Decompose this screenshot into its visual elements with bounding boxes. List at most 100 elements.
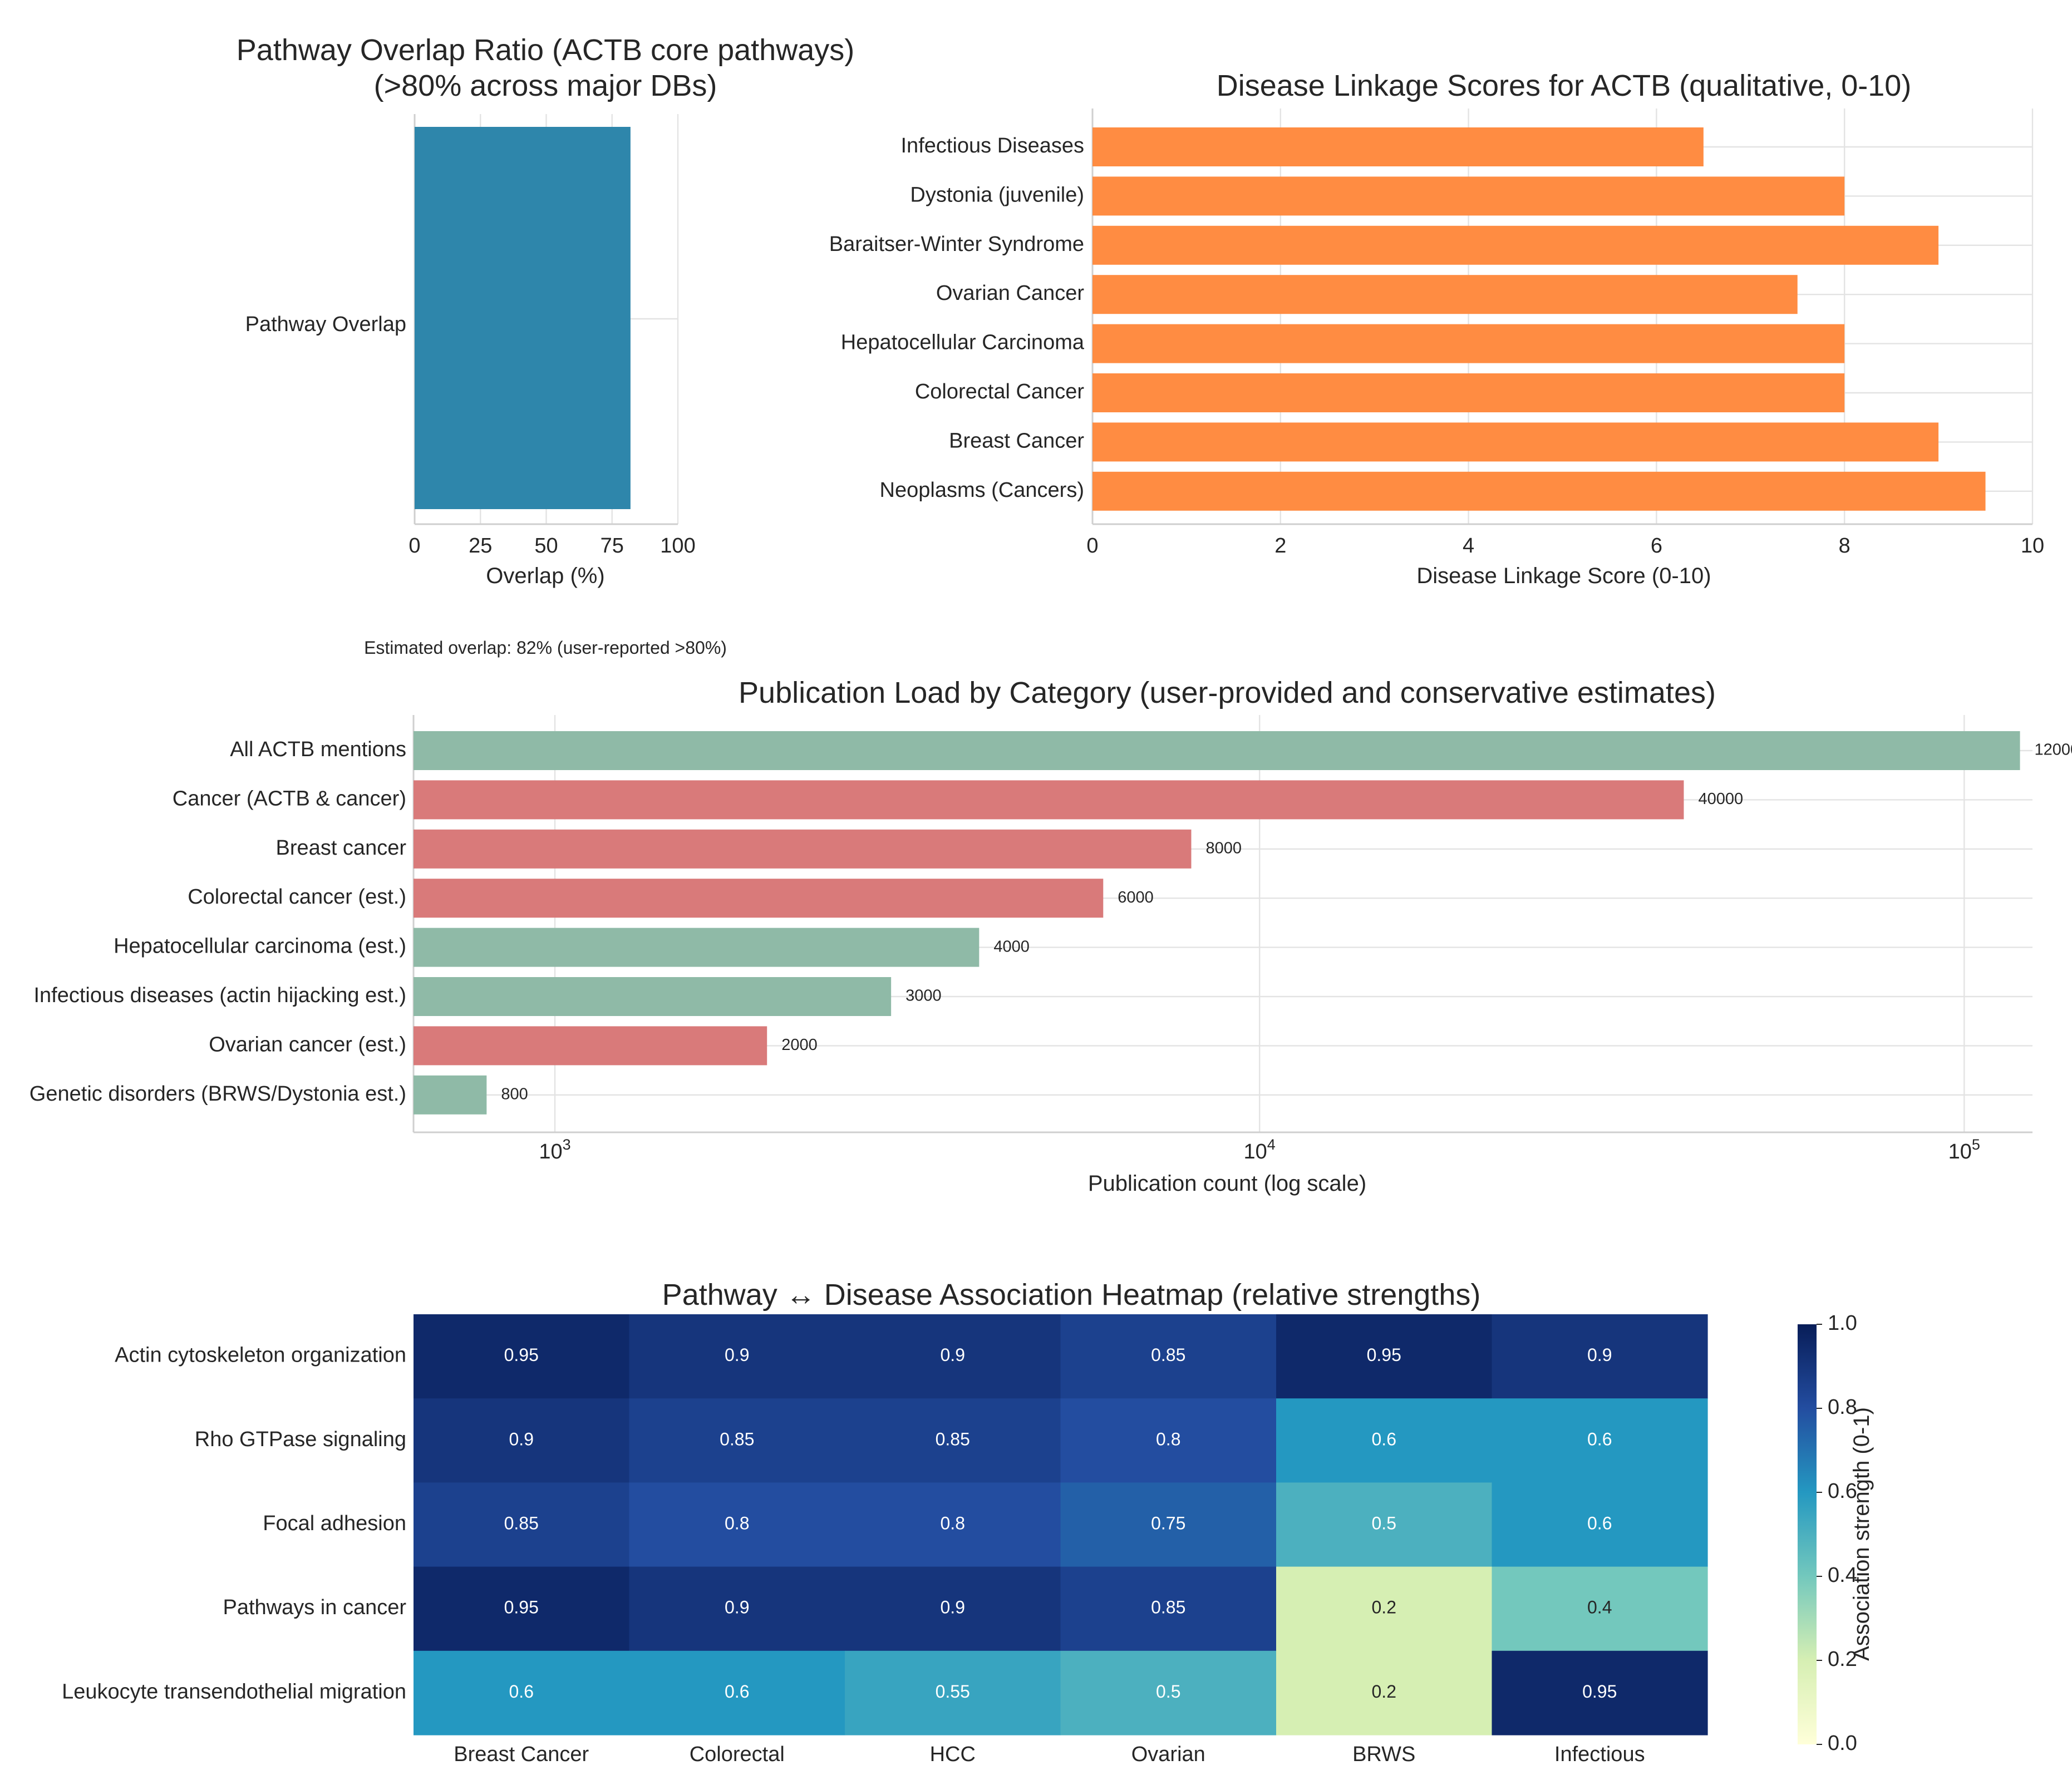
heatmap-cell bbox=[845, 1314, 1061, 1399]
overlap-estimate-annotation: Estimated overlap: 82% (user-reported >8… bbox=[364, 638, 727, 658]
disease-linkage-panel: Disease Linkage Scores for ACTB (qualita… bbox=[829, 69, 2044, 588]
publication-bar bbox=[414, 879, 1104, 918]
publication-value-label: 6000 bbox=[1118, 889, 1154, 906]
linkage-bar bbox=[1092, 422, 1939, 462]
linkage-category-label: Breast Cancer bbox=[949, 429, 1084, 452]
publication-bar bbox=[414, 1075, 487, 1115]
overlap-bar bbox=[415, 127, 631, 509]
heatmap-value-label: 0.85 bbox=[1151, 1597, 1185, 1618]
heatmap-value-label: 0.8 bbox=[941, 1513, 965, 1533]
publication-x-tick: 105 bbox=[1948, 1136, 1980, 1163]
heatmap-value-label: 0.6 bbox=[1372, 1429, 1396, 1449]
heatmap-value-label: 0.95 bbox=[1582, 1682, 1617, 1702]
publication-value-label: 800 bbox=[501, 1085, 528, 1103]
linkage-gridlines bbox=[1091, 109, 2034, 525]
heatmap-cell bbox=[629, 1482, 845, 1567]
linkage-bar bbox=[1092, 324, 1845, 363]
heatmap-column-label: Infectious bbox=[1554, 1743, 1645, 1766]
heatmap-cell bbox=[1060, 1314, 1277, 1399]
publication-category-labels: All ACTB mentions Cancer (ACTB & cancer) B… bbox=[29, 738, 407, 1106]
publication-value-label: 4000 bbox=[993, 938, 1030, 955]
heatmap-cell bbox=[1276, 1398, 1493, 1483]
heatmap-cell bbox=[1060, 1566, 1277, 1651]
heatmap-row-label: Pathways in cancer bbox=[223, 1596, 407, 1619]
heatmap-cell bbox=[414, 1314, 630, 1399]
linkage-bar bbox=[1092, 127, 1704, 166]
linkage-category-label: Dystonia (juvenile) bbox=[910, 183, 1084, 206]
publication-bar bbox=[414, 1026, 767, 1066]
overlap-x-ticks: 0 25 50 75 100 bbox=[409, 534, 695, 558]
heatmap-row-label: Rho GTPase signaling bbox=[195, 1428, 406, 1451]
heatmap-value-label: 0.4 bbox=[1587, 1597, 1612, 1618]
publication-value-label: 40000 bbox=[1698, 790, 1743, 808]
heatmap-value-label: 0.85 bbox=[720, 1429, 754, 1449]
linkage-x-tick: 2 bbox=[1274, 534, 1286, 558]
publication-value-label: 120000 bbox=[2035, 741, 2072, 759]
heatmap-cell bbox=[1276, 1314, 1493, 1399]
colorbar-tick-label: 0.2 bbox=[1828, 1648, 1857, 1671]
heatmap-value-label: 0.5 bbox=[1372, 1513, 1396, 1533]
linkage-category-label: Infectious Diseases bbox=[901, 134, 1085, 157]
colorbar-label: Association strength (0-1) bbox=[1849, 1407, 1874, 1661]
pathway-overlap-panel: Pathway Overlap Ratio (ACTB core pathway… bbox=[237, 33, 854, 658]
linkage-x-tick: 0 bbox=[1086, 534, 1098, 558]
heatmap-cell bbox=[1492, 1650, 1708, 1735]
heatmap-value-label: 0.85 bbox=[1151, 1345, 1185, 1365]
heatmap-cell bbox=[845, 1398, 1061, 1483]
linkage-category-label: Hepatocellular Carcinoma bbox=[841, 331, 1085, 354]
heatmap-value-label: 0.9 bbox=[941, 1597, 965, 1618]
linkage-category-labels: Infectious Diseases Dystonia (juvenile) Ba… bbox=[829, 134, 1085, 502]
heatmap-cell bbox=[1276, 1482, 1493, 1567]
linkage-x-ticks: 0 2 4 6 8 10 bbox=[1086, 534, 2044, 558]
colorbar-tick-label: 0.0 bbox=[1828, 1732, 1857, 1755]
publication-bar bbox=[414, 780, 1684, 820]
heatmap-cell bbox=[414, 1398, 630, 1483]
colorbar-tick-label: 0.6 bbox=[1828, 1480, 1857, 1503]
publication-x-axis-label: Publication count (log scale) bbox=[1088, 1171, 1366, 1196]
heatmap-value-label: 0.8 bbox=[1156, 1429, 1180, 1449]
heatmap-value-label: 0.6 bbox=[509, 1682, 534, 1702]
heatmap-value-label: 0.55 bbox=[936, 1682, 970, 1702]
heatmap-value-label: 0.85 bbox=[936, 1429, 970, 1449]
overlap-title-line2: (>80% across major DBs) bbox=[374, 69, 717, 102]
heatmap-cell bbox=[1276, 1650, 1493, 1735]
linkage-category-label: Baraitser-Winter Syndrome bbox=[829, 233, 1084, 256]
heatmap-cell bbox=[629, 1566, 845, 1651]
publication-value-label: 2000 bbox=[781, 1036, 818, 1054]
heatmap-cells bbox=[414, 1314, 1708, 1735]
heatmap-cell bbox=[1492, 1566, 1708, 1651]
linkage-x-tick: 6 bbox=[1651, 534, 1662, 558]
publication-bars bbox=[414, 731, 2020, 1115]
heatmap-cell bbox=[845, 1650, 1061, 1735]
linkage-bar bbox=[1092, 225, 1939, 265]
heatmap-value-label: 0.75 bbox=[1151, 1513, 1185, 1533]
heatmap-cell bbox=[1060, 1398, 1277, 1483]
linkage-x-tick: 8 bbox=[1839, 534, 1850, 558]
heatmap-value-label: 0.5 bbox=[1156, 1682, 1180, 1702]
heatmap-column-label: Colorectal bbox=[690, 1743, 785, 1766]
overlap-category-label: Pathway Overlap bbox=[245, 313, 406, 336]
publication-bar bbox=[414, 731, 2020, 770]
heatmap-value-label: 0.6 bbox=[1587, 1429, 1612, 1449]
heatmap-column-label: BRWS bbox=[1352, 1743, 1415, 1766]
heatmap-value-label: 0.9 bbox=[1587, 1345, 1612, 1365]
linkage-bar bbox=[1092, 471, 1986, 511]
linkage-bar bbox=[1092, 373, 1845, 412]
heatmap-row-label: Leukocyte transendothelial migration bbox=[62, 1680, 406, 1703]
publication-bar bbox=[414, 977, 892, 1016]
overlap-x-tick: 100 bbox=[660, 534, 695, 558]
heatmap-row-labels: Actin cytoskeleton organization Rho GTPas… bbox=[62, 1344, 406, 1704]
overlap-x-tick: 50 bbox=[534, 534, 558, 558]
overlap-x-axis-label: Overlap (%) bbox=[486, 564, 604, 588]
linkage-category-label: Ovarian Cancer bbox=[936, 282, 1084, 305]
heatmap-column-label: Ovarian bbox=[1131, 1743, 1205, 1766]
heatmap-cell bbox=[1492, 1398, 1708, 1483]
heatmap-row-label: Focal adhesion bbox=[263, 1512, 406, 1535]
linkage-bar bbox=[1092, 176, 1845, 216]
linkage-bars bbox=[1092, 127, 1986, 511]
publication-bar bbox=[414, 928, 980, 967]
heatmap-value-label: 0.8 bbox=[725, 1513, 749, 1533]
heatmap-value-label: 0.95 bbox=[1367, 1345, 1401, 1365]
overlap-x-tick: 0 bbox=[409, 534, 420, 558]
